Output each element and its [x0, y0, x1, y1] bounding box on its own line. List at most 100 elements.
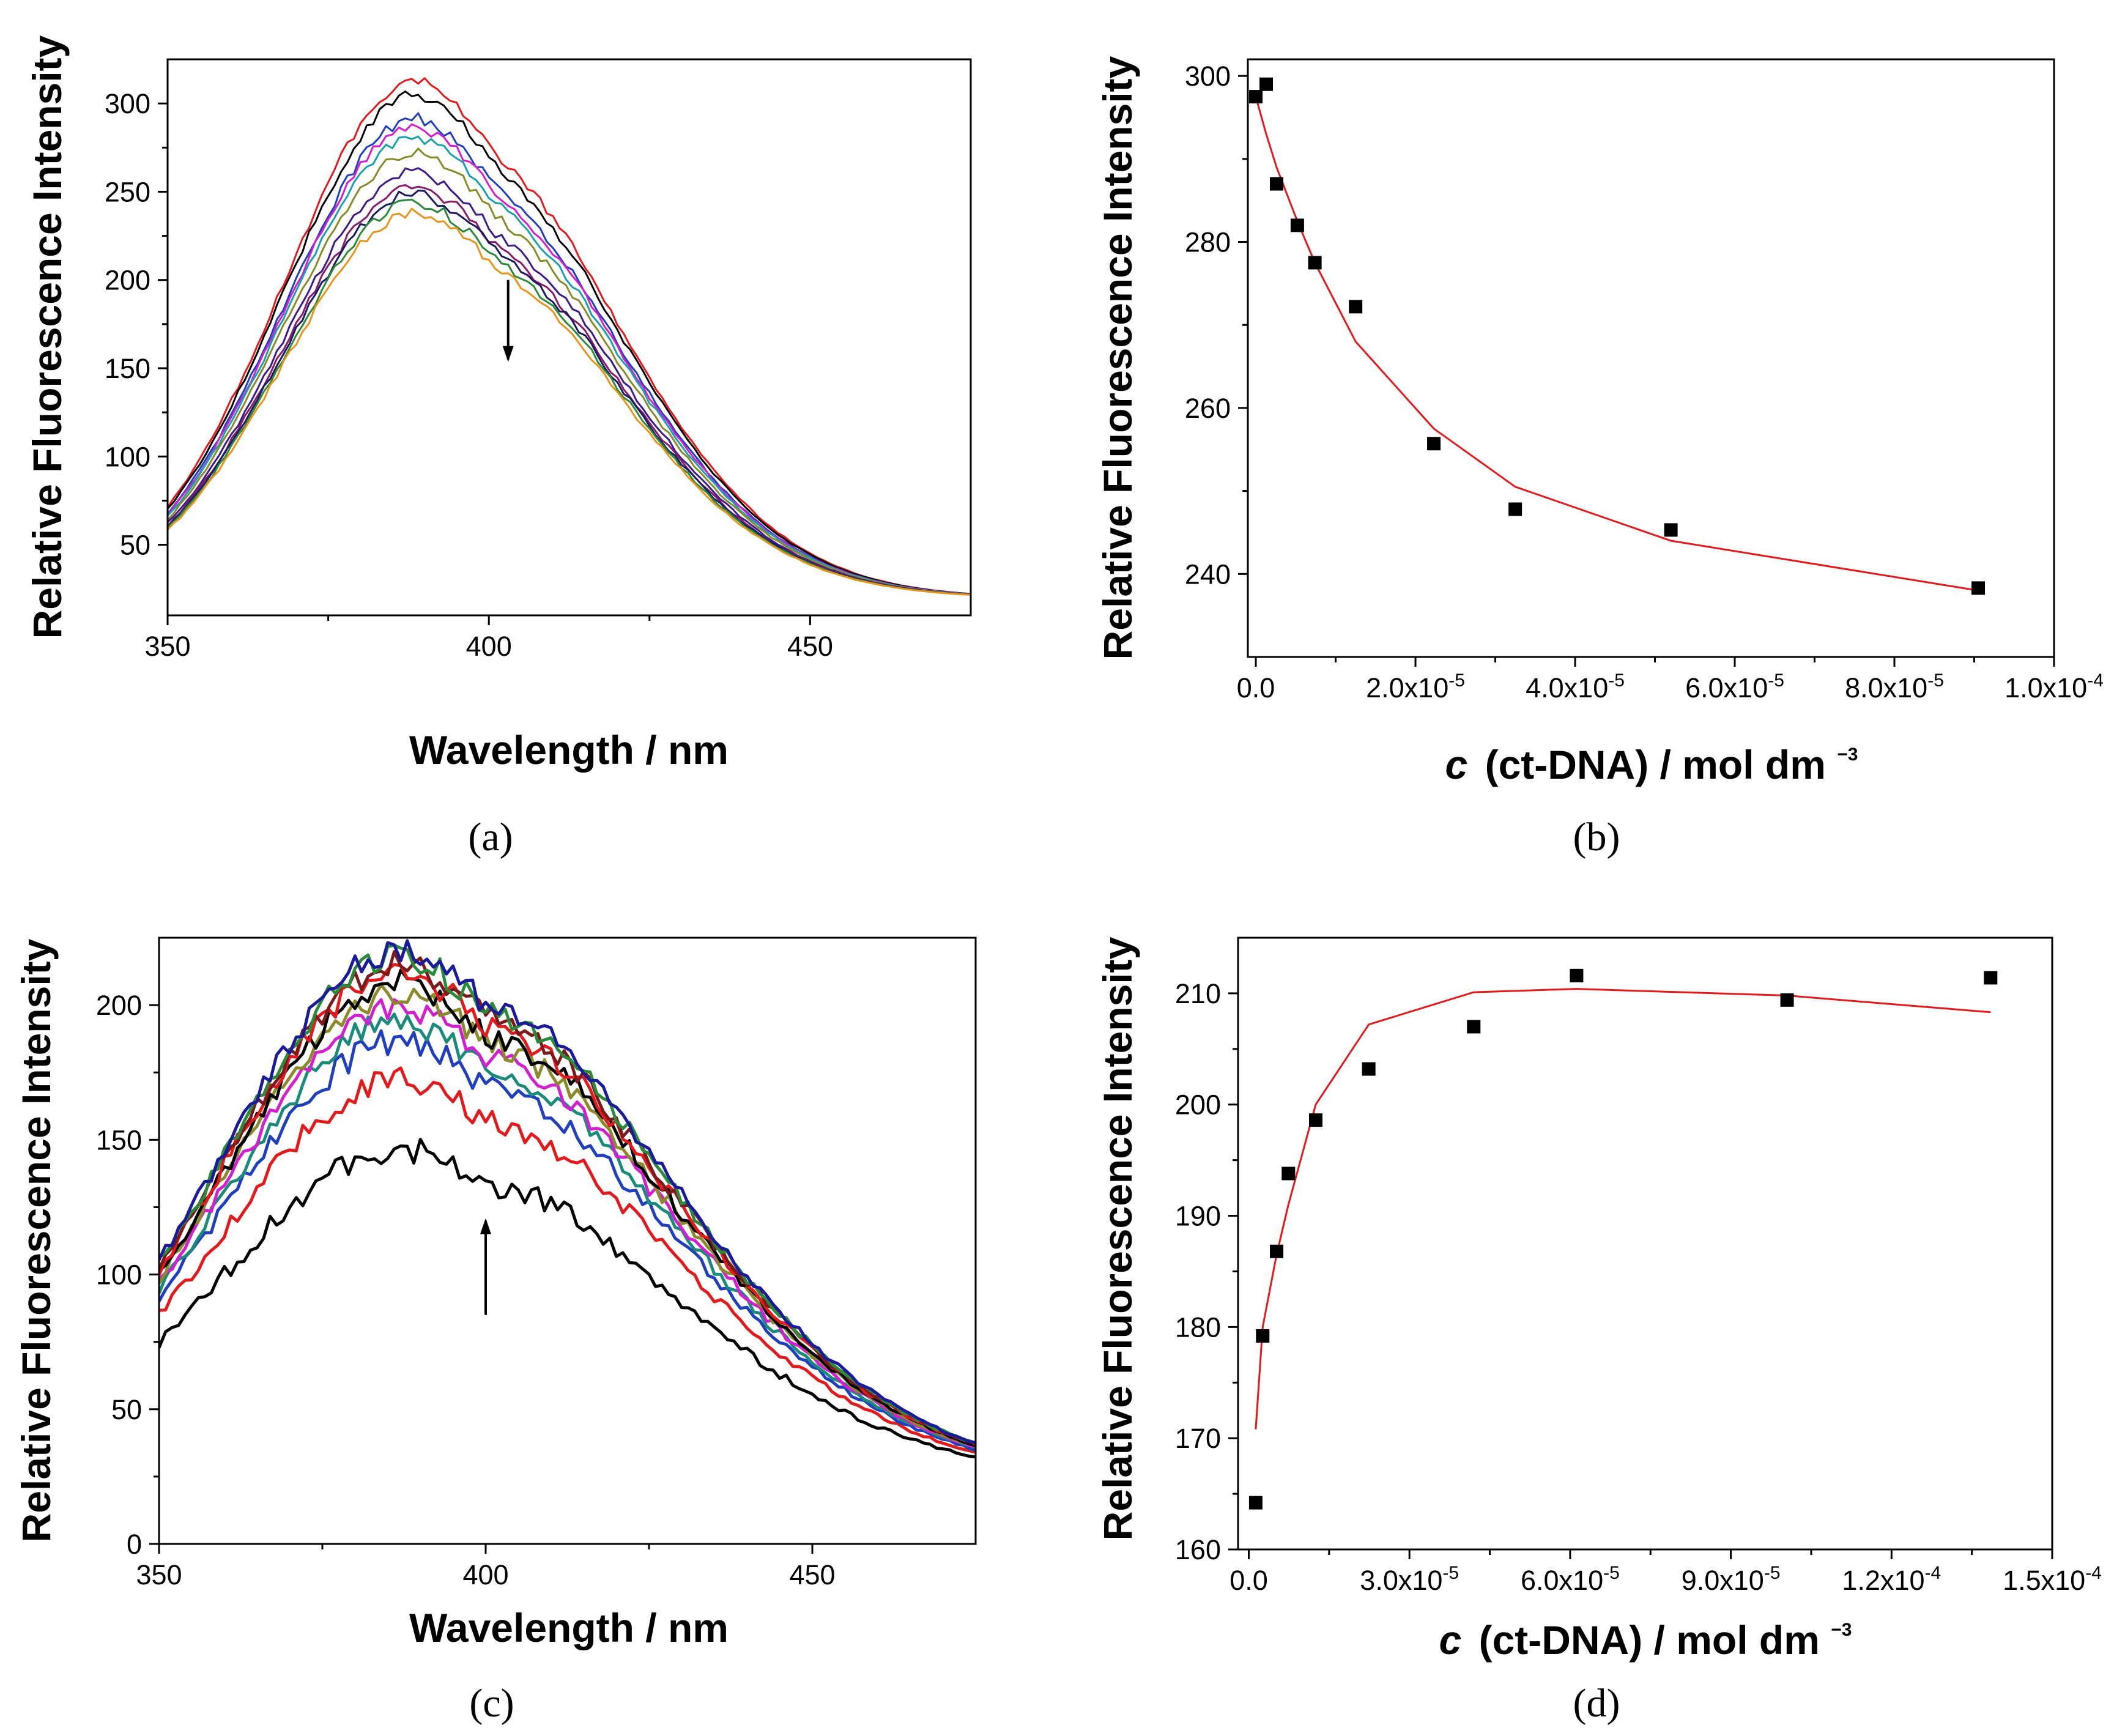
panel-d-data-point	[1780, 993, 1794, 1007]
panel-d-data-point	[1248, 1496, 1263, 1510]
y-tick-label: 300	[105, 88, 150, 119]
y-tick-label: 250	[105, 176, 150, 207]
panel-a-series-line-1	[168, 90, 971, 595]
panel-b-data-point	[1308, 256, 1322, 270]
y-tick-label: 240	[1185, 558, 1231, 590]
panel-b-data-point	[1349, 300, 1363, 314]
panel-b-data-point	[1290, 218, 1304, 232]
panel-d-axes: 0.0 3.0x10-5 6.0x10-5 9.0x10-5 1.2x10-4 1.5x1…	[1175, 978, 2102, 1596]
panel-c-series-group	[159, 939, 976, 1459]
panel-d-data-point	[1570, 968, 1584, 982]
x-tick-label: 6.0x10-5	[1521, 1563, 1620, 1596]
y-tick-label: 210	[1175, 978, 1221, 1009]
y-tick-label: 150	[96, 1124, 142, 1155]
panel-a-trend-arrow-head	[502, 346, 514, 362]
x-tick-label: 0.0	[1237, 672, 1275, 703]
panel-b-data-point	[1259, 77, 1274, 91]
y-tick-label: 50	[111, 1394, 142, 1425]
x-tick-label: 350	[136, 1559, 182, 1590]
panel-b-data-point	[1664, 523, 1678, 537]
y-tick-label: 170	[1175, 1423, 1221, 1454]
panel-b-fit-group	[1255, 96, 1979, 592]
y-tick-label: 280	[1185, 227, 1231, 258]
panel-c-series-line-6	[159, 968, 976, 1447]
x-tick-label: 400	[462, 1559, 508, 1590]
panel-c-series-line-9	[159, 943, 976, 1445]
panel-b-data-point	[1508, 502, 1522, 516]
panel-b-data-point	[1971, 581, 1986, 595]
panel-d-data-point	[1256, 1329, 1270, 1343]
panel-b-x-axis-title: c (ct-DNA) / mol dm −3	[1445, 742, 1858, 787]
panel-d-y-axis-title: Relative Fluorescence Intensity	[1095, 937, 1140, 1540]
panel-c-series-line-2	[159, 1029, 976, 1452]
x-tick-label: 1.5x10-4	[2003, 1563, 2102, 1596]
panel-c-series-line-4	[159, 998, 976, 1449]
x-tick-label: 4.0x10-5	[1526, 670, 1625, 703]
panel-d-data-point	[1281, 1167, 1296, 1181]
panel-b-axes: 0.0 2.0x10-5 4.0x10-5 6.0x10-5 8.0x10-5 1.0x1…	[1185, 61, 2104, 703]
panel-d-x-axis-title: c (ct-DNA) / mol dm −3	[1439, 1617, 1852, 1663]
panel-a-label: (a)	[468, 815, 513, 859]
x-tick-label: 450	[787, 631, 833, 662]
panel-b: 0.0 2.0x10-5 4.0x10-5 6.0x10-5 8.0x10-5 1.0x1…	[1095, 56, 2104, 859]
panel-b-plot-frame	[1247, 58, 2055, 658]
x-tick-label: 8.0x10-5	[1845, 670, 1944, 703]
panel-c-y-axis-title: Relative Fluorescence Intensity	[13, 938, 59, 1542]
panel-d-data-point	[1467, 1020, 1481, 1034]
y-tick-label: 100	[96, 1259, 142, 1291]
panel-b-fit-line	[1255, 96, 1979, 592]
panel-d-fit-line	[1255, 988, 1991, 1430]
y-tick-label: 260	[1185, 393, 1231, 424]
panel-a-series-line-3	[168, 123, 971, 595]
panel-d-data-point	[1362, 1062, 1376, 1076]
panel-c-label: (c)	[469, 1681, 514, 1726]
x-tick-label: 9.0x10-5	[1682, 1563, 1781, 1596]
panel-a-series-line-10	[168, 207, 971, 596]
x-tick-label: 6.0x10-5	[1685, 670, 1784, 703]
panel-a-series-line-0	[168, 77, 971, 595]
panel-d-data-point	[1270, 1244, 1284, 1258]
panel-a-series-line-7	[168, 184, 971, 596]
panel-c-series-line-1	[159, 1066, 976, 1454]
panel-a-axes: 350 400 450 50 100 150 200 250 300	[105, 88, 833, 662]
y-tick-label: 300	[1185, 61, 1231, 92]
panel-d-label: (d)	[1573, 1681, 1620, 1726]
y-tick-label: 190	[1175, 1201, 1221, 1232]
x-tick-label: 450	[789, 1559, 835, 1590]
panel-b-points-group	[1249, 77, 1986, 595]
panel-b-data-point	[1249, 90, 1263, 104]
panel-c-x-axis-title: Wavelength / nm	[409, 1605, 729, 1650]
panel-b-y-axis-title: Relative Fluorescence Intensity	[1095, 56, 1140, 659]
x-tick-label: 1.0x10-4	[2004, 670, 2104, 703]
panel-b-label: (b)	[1573, 815, 1620, 859]
panel-c-axes: 350 400 450 0 50 100 150 200	[96, 990, 836, 1590]
y-tick-label: 150	[105, 353, 150, 384]
panel-a-series-line-9	[168, 198, 971, 596]
y-tick-label: 200	[96, 990, 142, 1021]
panel-a-series-line-4	[168, 135, 971, 595]
panel-d-data-point	[1984, 971, 1998, 985]
panel-a-series-group	[168, 77, 971, 596]
y-tick-label: 200	[1175, 1089, 1221, 1121]
panel-d-plot-frame	[1237, 937, 2053, 1551]
y-tick-label: 50	[120, 530, 150, 561]
y-tick-label: 100	[105, 441, 150, 472]
panel-c-plot-frame	[158, 937, 977, 1545]
x-tick-label: 2.0x10-5	[1366, 670, 1465, 703]
panel-d: 0.0 3.0x10-5 6.0x10-5 9.0x10-5 1.2x10-4 1.5x1…	[1095, 937, 2102, 1726]
panel-a-series-line-6	[168, 167, 971, 596]
y-tick-label: 160	[1175, 1534, 1221, 1565]
x-tick-label: 3.0x10-5	[1360, 1563, 1459, 1596]
panel-c-series-line-0	[159, 1138, 976, 1459]
x-tick-label: 0.0	[1229, 1565, 1268, 1596]
panel-a-x-axis-title: Wavelength / nm	[409, 727, 729, 773]
panel-a-series-line-5	[168, 147, 971, 596]
panel-b-data-point	[1427, 437, 1441, 451]
panel-d-data-point	[1308, 1113, 1322, 1127]
panel-a-y-axis-title: Relative Fluorescence Intensity	[24, 35, 70, 639]
panel-c-series-line-8	[159, 950, 976, 1446]
panel-a-plot-frame	[166, 58, 972, 617]
x-tick-label: 400	[466, 631, 512, 662]
panel-d-points-group	[1248, 968, 1998, 1510]
